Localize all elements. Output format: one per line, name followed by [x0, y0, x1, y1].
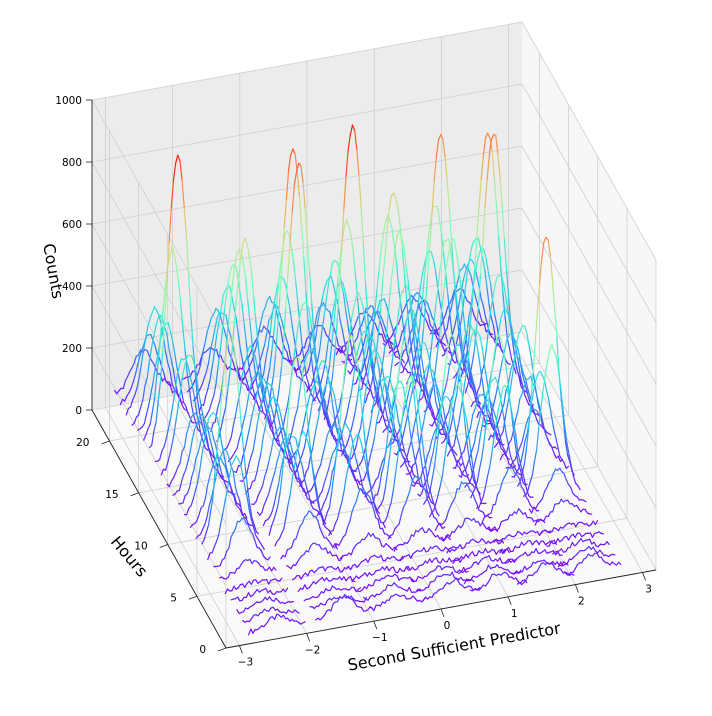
x-axis-label: Second Sufficient Predictor [346, 618, 562, 674]
z-axis-label: Counts [39, 242, 67, 300]
z-tick-label: 800 [62, 157, 82, 169]
x-tick-mark [441, 609, 444, 617]
z-tick-label: 1000 [55, 95, 82, 107]
x-tick-label: −1 [372, 632, 387, 644]
y-tick-mark [101, 441, 109, 444]
series-segment [508, 364, 510, 365]
y-tick-mark [189, 596, 197, 599]
series-segment [613, 554, 615, 555]
z-tick-label: 0 [75, 405, 82, 417]
series-segment [291, 602, 293, 603]
x-tick-mark [643, 572, 646, 580]
x-tick-mark [508, 597, 511, 605]
x-tick-label: −3 [238, 657, 253, 669]
x-tick-mark [575, 585, 578, 593]
series-segment [490, 517, 492, 518]
x-tick-label: −2 [305, 644, 320, 656]
y-tick-label: 5 [170, 592, 177, 604]
y-tick-mark [160, 545, 168, 548]
x-tick-label: 0 [444, 620, 451, 632]
x-tick-mark [374, 621, 377, 629]
x-tick-mark [239, 646, 242, 654]
series-segment [466, 571, 468, 572]
y-tick-label: 0 [199, 644, 206, 656]
z-tick-label: 600 [62, 219, 82, 231]
x-tick-label: 3 [645, 583, 652, 595]
y-tick-mark [131, 493, 139, 496]
x-tick-label: 1 [511, 608, 518, 620]
y-tick-label: 15 [105, 489, 118, 501]
y-tick-mark [218, 648, 226, 651]
y-tick-label: 20 [76, 437, 89, 449]
z-tick-label: 200 [62, 343, 82, 355]
series-segment [572, 574, 574, 575]
x-tick-label: 2 [578, 596, 585, 608]
x-tick-mark [307, 633, 310, 641]
series-segment [484, 416, 486, 417]
